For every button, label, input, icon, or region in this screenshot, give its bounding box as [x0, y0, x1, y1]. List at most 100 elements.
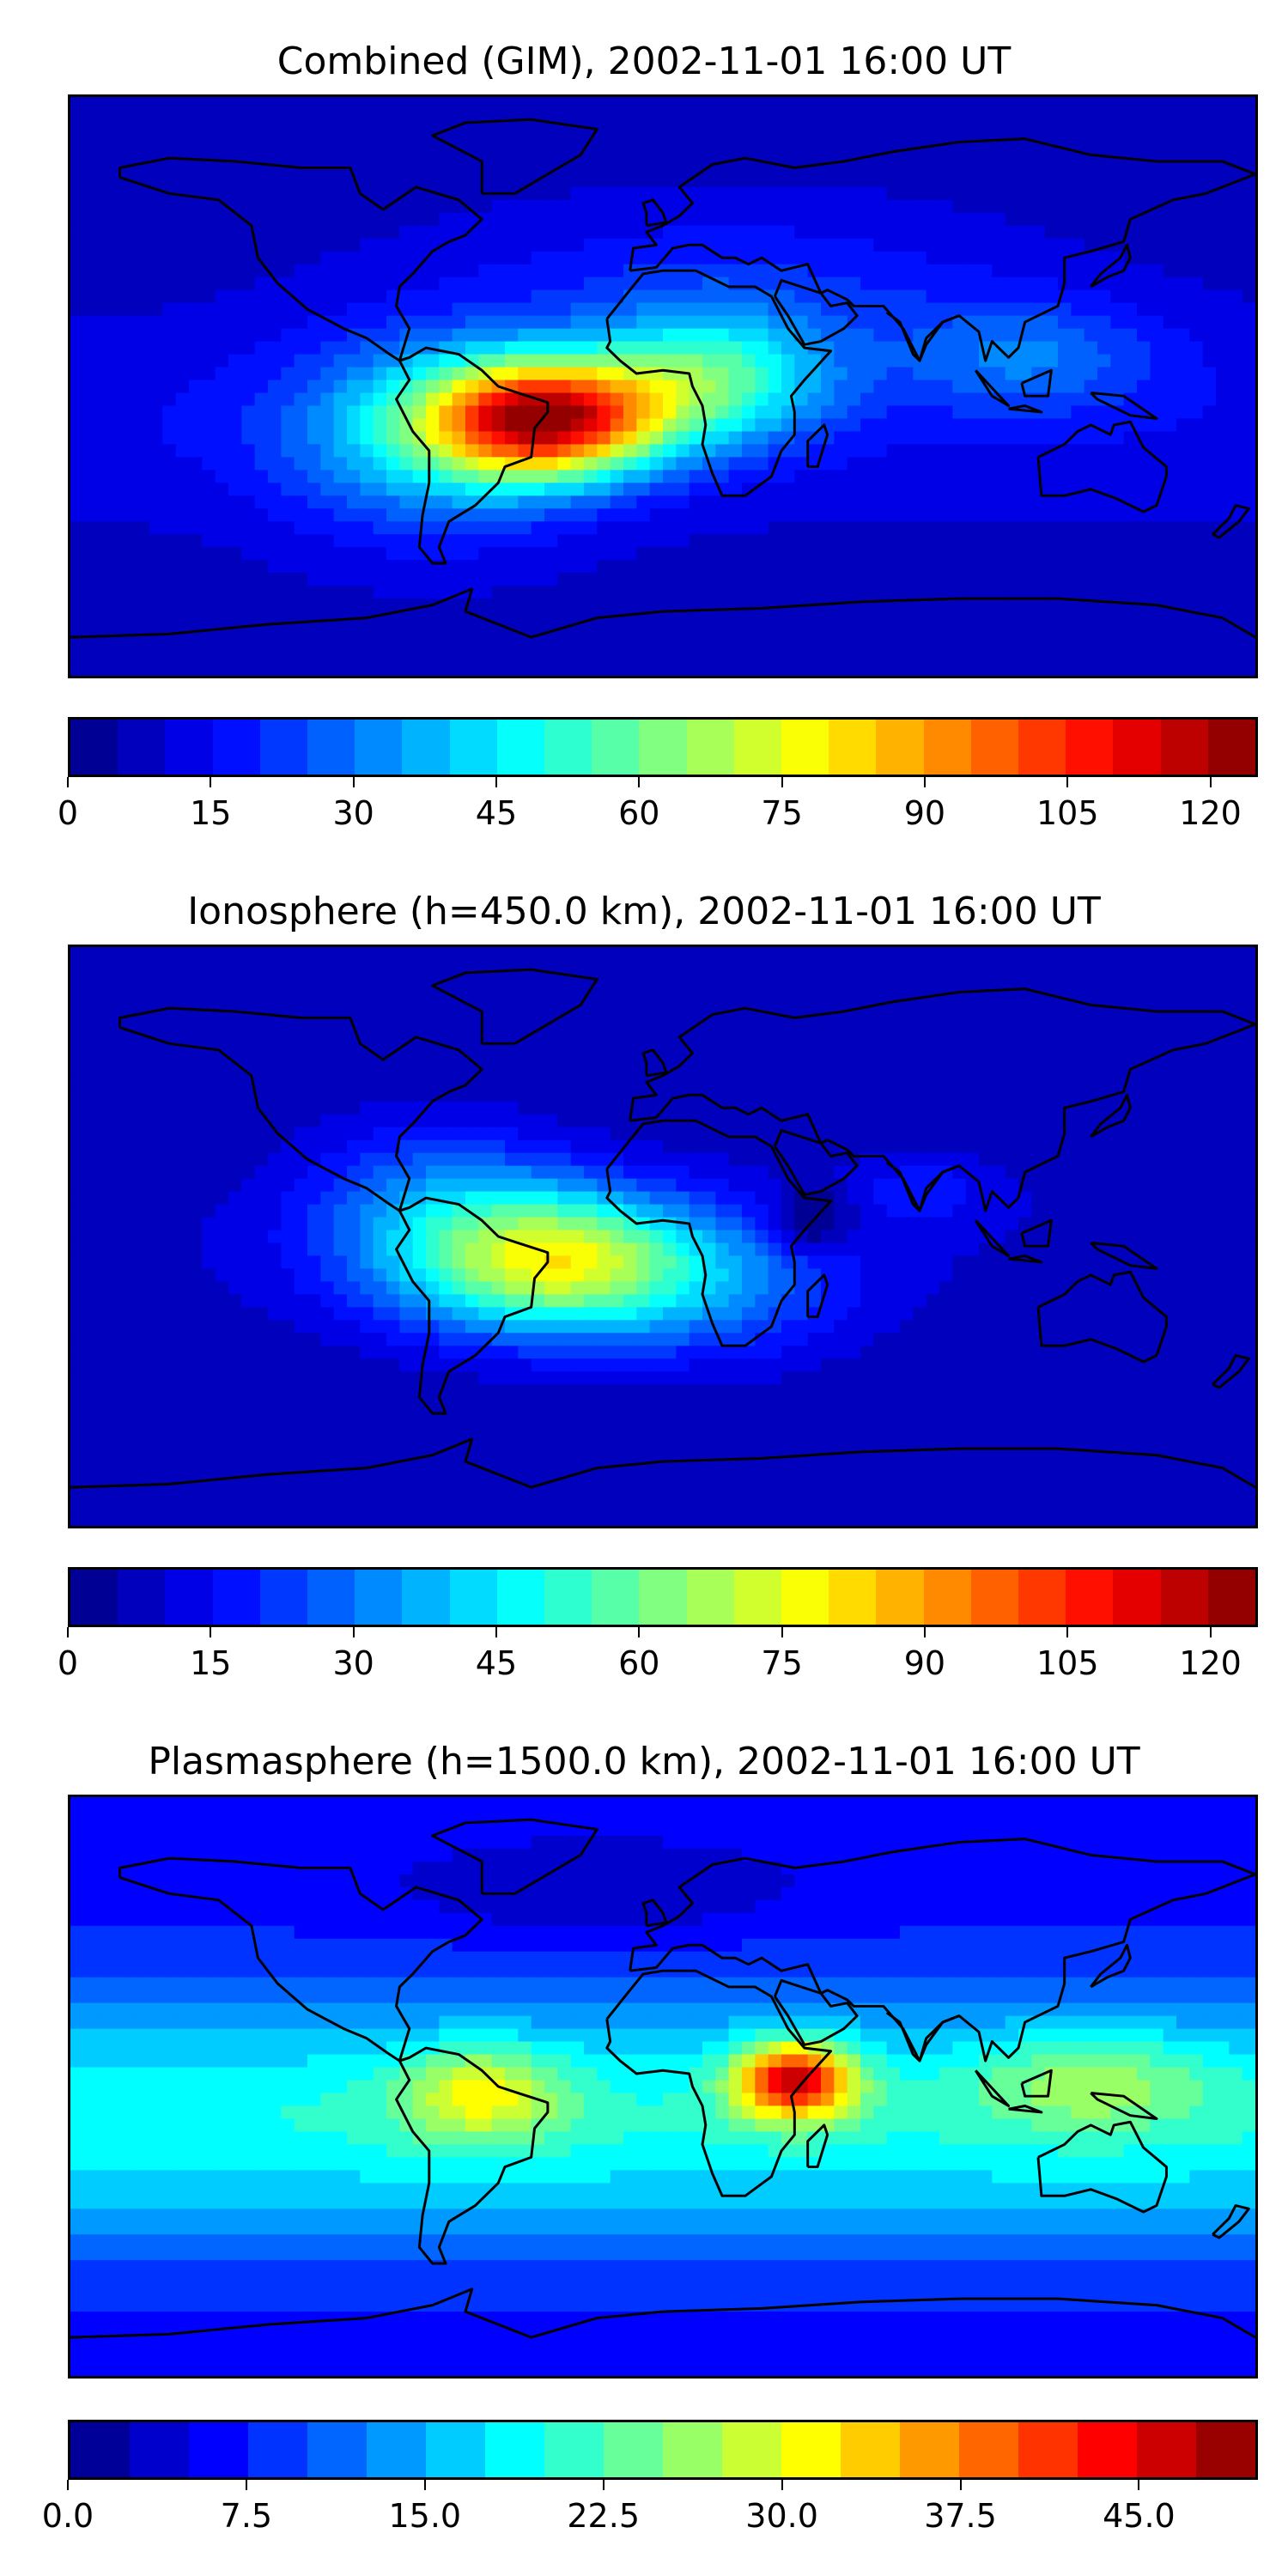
- heatmap-cell: [320, 276, 335, 291]
- heatmap-cell: [742, 186, 756, 201]
- heatmap-cell: [834, 173, 848, 188]
- colorbar-tick: [67, 777, 69, 787]
- heatmap-cell: [623, 186, 637, 201]
- heatmap-cell: [162, 663, 177, 676]
- heatmap-cell: [360, 251, 374, 265]
- heatmap-cell: [96, 251, 111, 265]
- heatmap-cell: [557, 380, 572, 394]
- heatmap-cell: [1071, 508, 1085, 522]
- heatmap-cell: [768, 508, 782, 522]
- heatmap-cell: [518, 354, 532, 368]
- heatmap-cell: [900, 444, 914, 458]
- heatmap-cell: [268, 186, 282, 201]
- heatmap-cell: [531, 276, 545, 291]
- heatmap-cell: [1189, 380, 1204, 394]
- heatmap-cell: [505, 354, 519, 368]
- heatmap-cell: [610, 483, 624, 496]
- heatmap-cell: [702, 972, 716, 987]
- heatmap-cell: [794, 534, 809, 548]
- heatmap-cell: [807, 1049, 822, 1064]
- heatmap-cell: [1123, 341, 1138, 355]
- heatmap-cell: [83, 392, 98, 407]
- heatmap-cell: [518, 637, 532, 651]
- heatmap-cell: [913, 238, 927, 252]
- heatmap-cell: [847, 947, 861, 961]
- heatmap-cell: [1071, 1024, 1085, 1038]
- heatmap-cell: [412, 624, 427, 638]
- heatmap-cell: [597, 637, 611, 651]
- heatmap-cell: [979, 199, 993, 214]
- heatmap-cell: [1110, 97, 1125, 111]
- heatmap-cell: [478, 392, 493, 407]
- heatmap-cell: [228, 1049, 242, 1064]
- heatmap-cell: [1084, 508, 1098, 522]
- heatmap-cell: [1110, 212, 1125, 227]
- heatmap-cell: [900, 521, 914, 535]
- heatmap-cell: [136, 212, 150, 227]
- heatmap-cell: [1058, 225, 1072, 240]
- heatmap-cell: [162, 302, 177, 317]
- heatmap-cell: [1176, 650, 1190, 664]
- heatmap-cell: [702, 483, 716, 496]
- heatmap-cell: [228, 521, 242, 535]
- heatmap-cell: [676, 586, 690, 599]
- heatmap-cell: [149, 573, 163, 586]
- heatmap-cell: [663, 1049, 677, 1064]
- heatmap-cell: [294, 470, 308, 483]
- heatmap-cell: [202, 650, 216, 664]
- heatmap-cell: [715, 985, 730, 999]
- heatmap-cell: [1163, 1024, 1177, 1038]
- heatmap-cell: [281, 663, 295, 676]
- heatmap-cell: [965, 418, 980, 433]
- heatmap-cell: [1084, 135, 1098, 149]
- heatmap-cell: [1044, 225, 1059, 240]
- heatmap-cell: [189, 367, 203, 381]
- heatmap-cell: [1150, 418, 1164, 433]
- heatmap-cell: [557, 212, 572, 227]
- heatmap-cell: [70, 534, 84, 548]
- heatmap-cell: [584, 547, 598, 561]
- heatmap-cell: [649, 392, 664, 407]
- heatmap-cell: [202, 470, 216, 483]
- heatmap-cell: [755, 109, 769, 124]
- heatmap-cell: [1176, 315, 1190, 330]
- heatmap-cell: [715, 457, 730, 471]
- heatmap-cell: [478, 238, 493, 252]
- heatmap-cell: [584, 444, 598, 458]
- heatmap-cell: [1123, 199, 1138, 214]
- heatmap-cell: [1163, 495, 1177, 509]
- heatmap-cell: [952, 199, 967, 214]
- heatmap-cell: [294, 289, 308, 304]
- heatmap-cell: [1031, 148, 1046, 162]
- heatmap-cell: [768, 212, 782, 227]
- heatmap-cell: [900, 495, 914, 509]
- heatmap-cell: [584, 302, 598, 317]
- heatmap-cell: [1018, 521, 1032, 535]
- tec-heatmap-ionosphere: [70, 947, 1255, 1526]
- heatmap-cell: [189, 586, 203, 599]
- coastline: [1212, 504, 1250, 539]
- heatmap-cell: [175, 161, 190, 175]
- heatmap-cell: [742, 341, 756, 355]
- heatmap-cell: [294, 328, 308, 343]
- heatmap-cell: [544, 135, 558, 149]
- heatmap-cell: [597, 289, 611, 304]
- heatmap-cell: [360, 560, 374, 574]
- heatmap-cell: [807, 1024, 822, 1038]
- heatmap-cell: [373, 560, 387, 574]
- heatmap-cell: [992, 431, 1006, 445]
- heatmap-cell: [110, 1049, 124, 1064]
- heatmap-cell: [426, 199, 440, 214]
- heatmap-cell: [847, 238, 861, 252]
- heatmap-cell: [952, 998, 967, 1012]
- heatmap-cell: [518, 573, 532, 586]
- heatmap-cell: [347, 959, 361, 974]
- heatmap-cell: [136, 598, 150, 612]
- heatmap-cell: [1097, 431, 1111, 445]
- heatmap-cell: [689, 444, 703, 458]
- heatmap-cell: [781, 534, 795, 548]
- heatmap-cell: [847, 199, 861, 214]
- heatmap-cell: [505, 547, 519, 561]
- heatmap-cell: [1123, 367, 1138, 381]
- heatmap-cell: [439, 959, 453, 974]
